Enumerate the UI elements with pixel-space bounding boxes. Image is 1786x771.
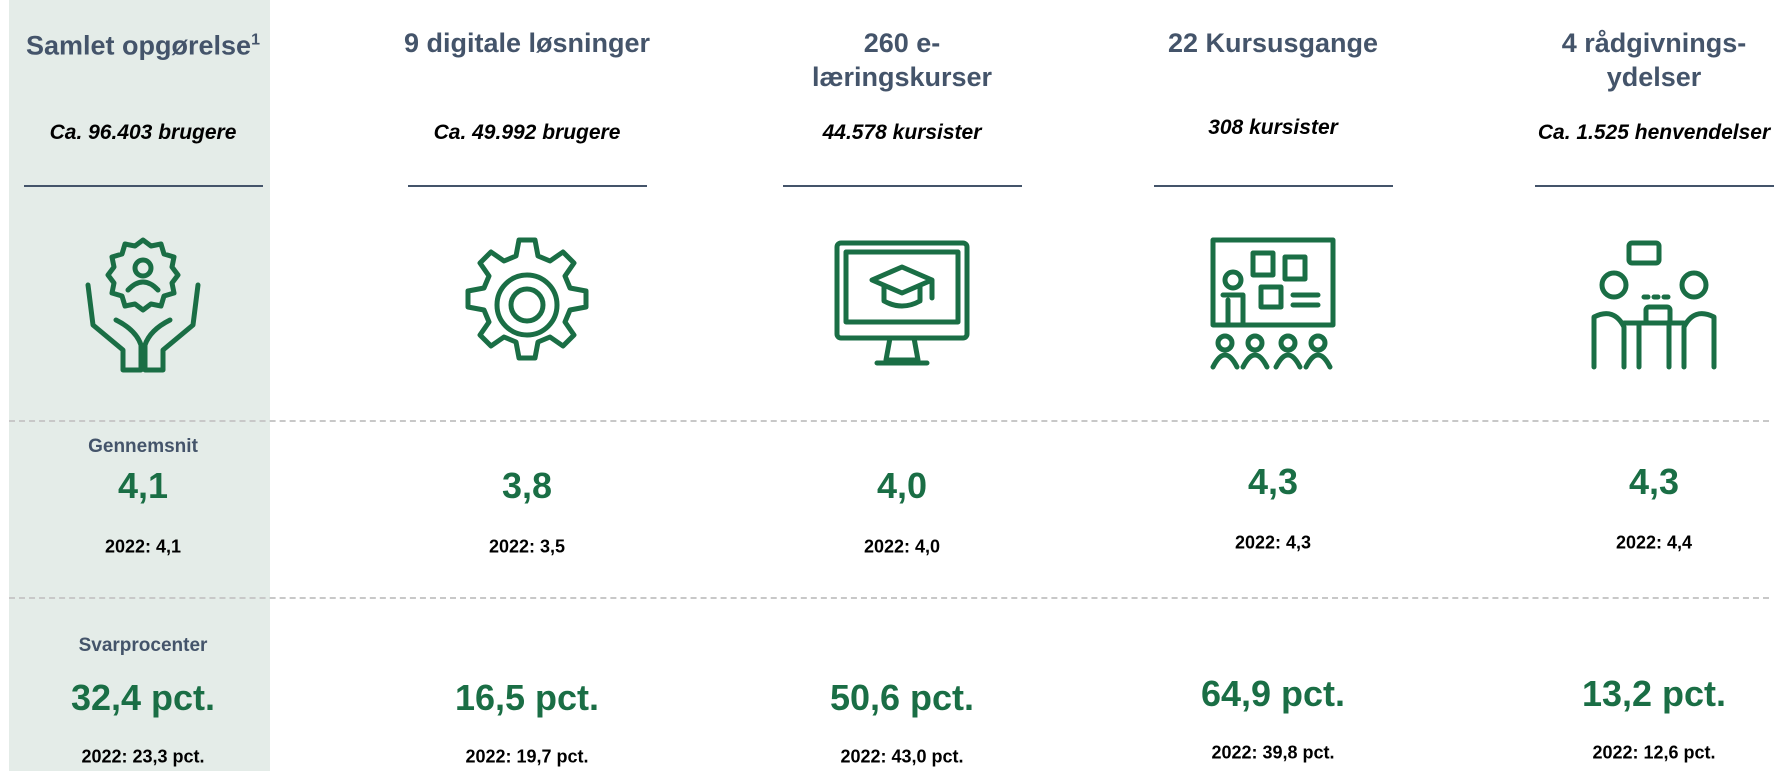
response-rate: 50,6 pct. [829,677,975,718]
rule [783,185,1022,187]
icon-elearning [834,240,970,366]
rule [1535,185,1774,187]
column-title: 260 e- [863,28,941,58]
column-title: 9 digitale løsninger [403,28,651,58]
highlight-column [9,0,270,771]
divider [9,597,1769,599]
average-value: 3,8 [501,465,553,506]
average-previous: 2022: 4,4 [1615,532,1693,553]
average-previous: 2022: 4,3 [1234,532,1312,553]
column-subtitle: Ca. 1.525 henvendelser [1537,121,1771,144]
average-previous: 2022: 3,5 [488,536,566,557]
average-previous: 2022: 4,1 [104,536,182,557]
icon-classroom [1210,237,1336,370]
column-title: 22 Kursusgange [1167,28,1379,58]
row-label: Svarprocenter [78,635,208,656]
column-subtitle: 44.578 kursister [822,121,982,144]
response-rate-previous: 2022: 23,3 pct. [81,746,205,767]
icon-counseling [1591,240,1717,370]
average-value: 4,3 [1628,461,1680,502]
column-subtitle: Ca. 96.403 brugere [49,121,237,144]
average-value: 4,1 [117,465,169,506]
divider [9,420,1769,422]
column-subtitle: 308 kursister [1208,116,1338,139]
footnote-mark: 1 [251,31,260,49]
column-title: læringskurser [811,62,993,92]
column-title: ydelser [1606,62,1702,92]
average-previous: 2022: 4,0 [863,536,941,557]
response-rate-previous: 2022: 19,7 pct. [465,746,589,767]
response-rate-previous: 2022: 39,8 pct. [1211,742,1335,763]
rule [1154,185,1393,187]
column-title: 4 rådgivnings- [1561,28,1747,58]
column-subtitle: Ca. 49.992 brugere [433,121,621,144]
column-title: Samlet opgørelse1 [26,30,260,61]
icon-gear [465,237,589,361]
response-rate-previous: 2022: 43,0 pct. [840,746,964,767]
response-rate: 64,9 pct. [1200,673,1346,714]
icon-hands [85,237,201,373]
response-rate: 13,2 pct. [1581,673,1727,714]
average-value: 4,3 [1247,461,1299,502]
response-rate: 32,4 pct. [70,677,216,718]
response-rate: 16,5 pct. [454,677,600,718]
rule [24,185,263,187]
response-rate-previous: 2022: 12,6 pct. [1592,742,1716,763]
average-value: 4,0 [876,465,928,506]
row-label: Gennemsnit [88,436,198,457]
rule [408,185,647,187]
